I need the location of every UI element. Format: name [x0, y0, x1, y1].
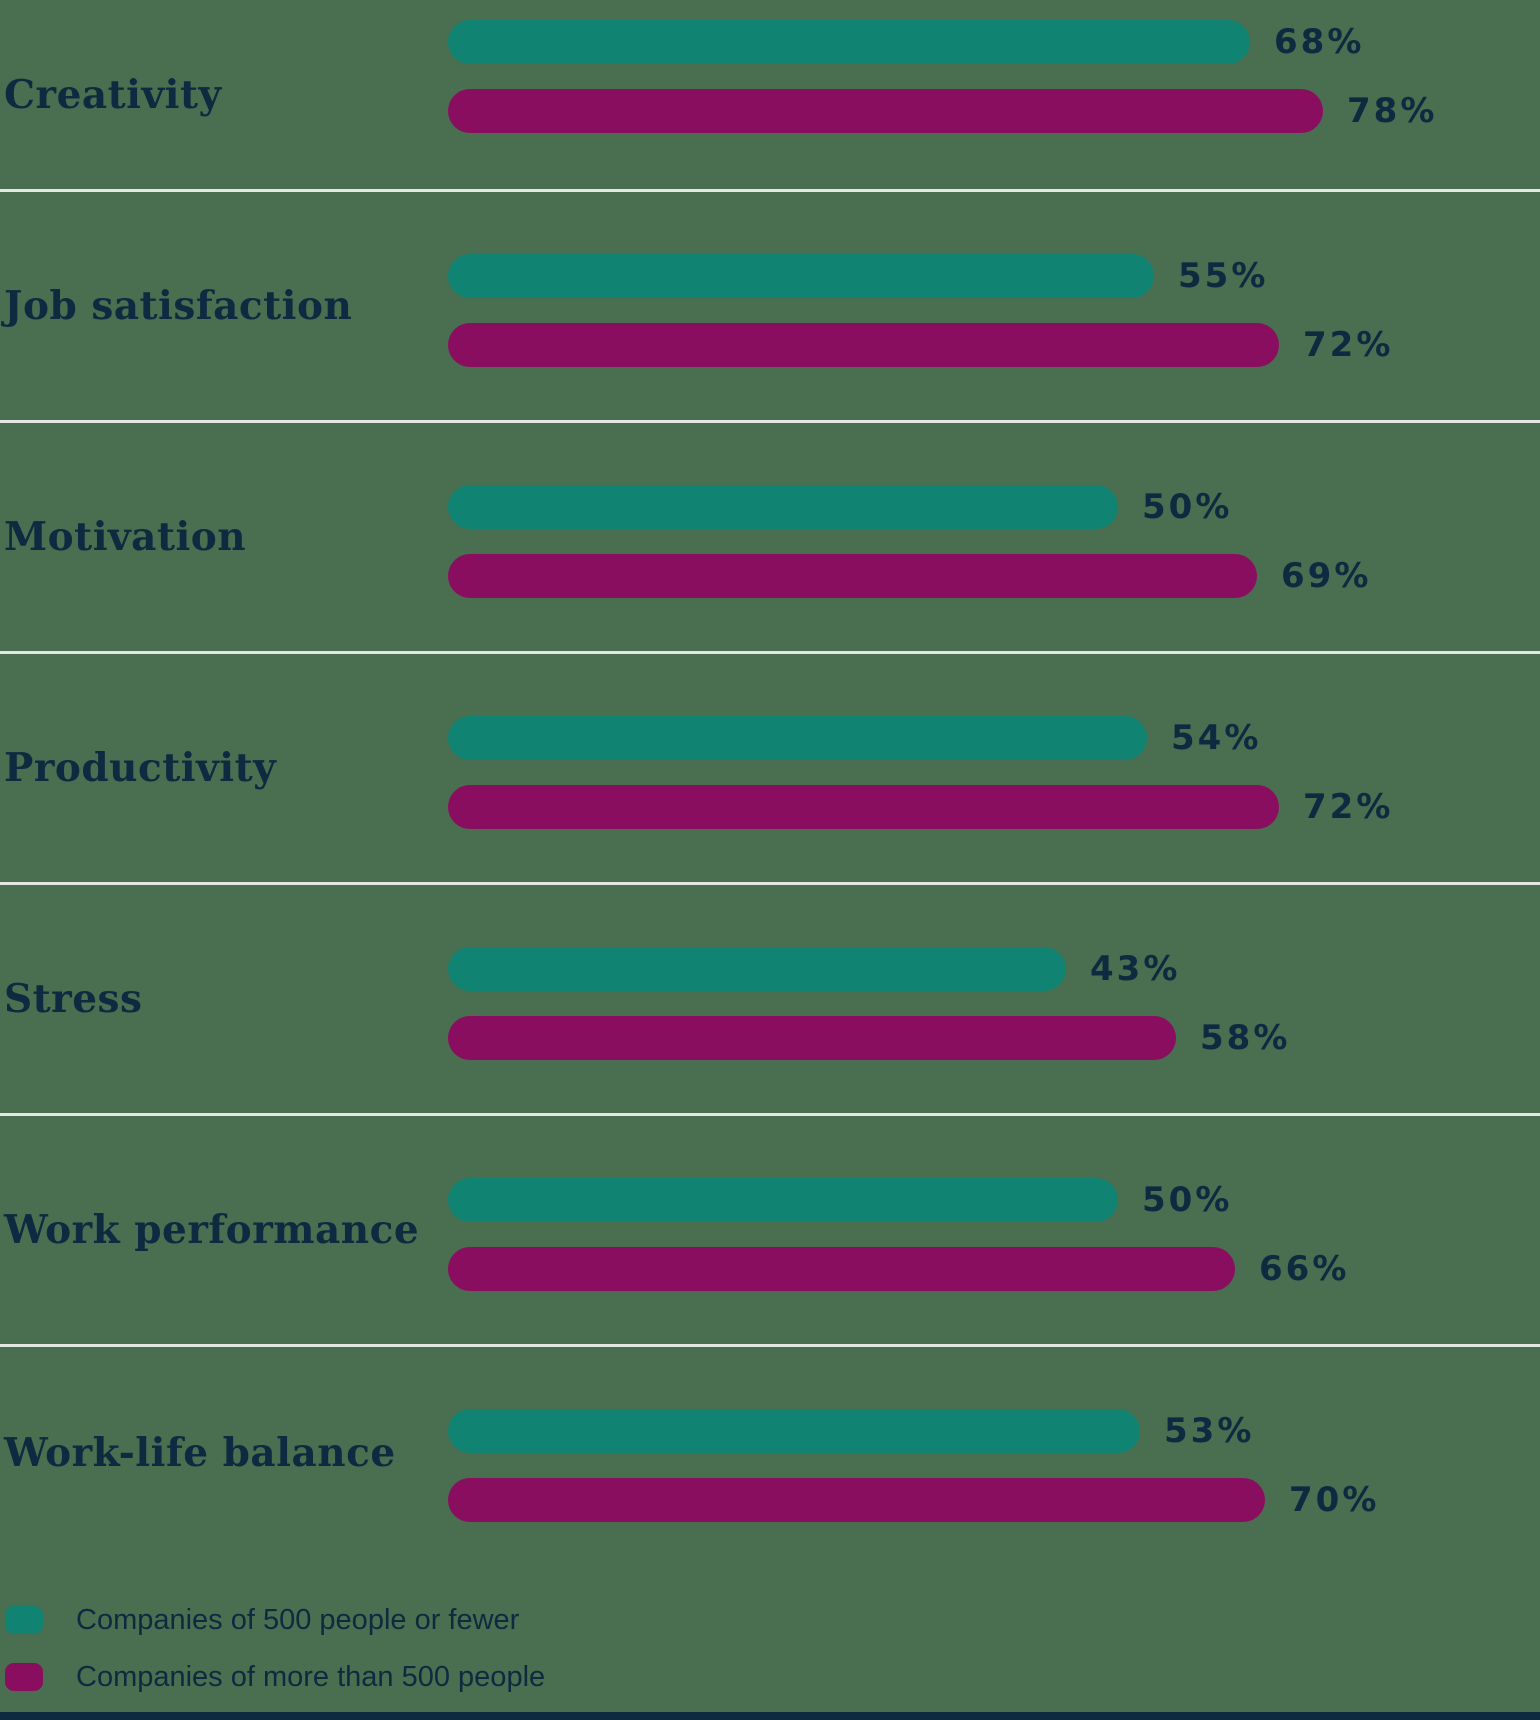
bar-line-small-companies: 50%: [448, 485, 1371, 529]
bar-large-companies: [448, 323, 1279, 367]
category-label: Work-life balance: [4, 1430, 396, 1476]
bar-line-large-companies: 72%: [448, 323, 1393, 367]
bar-small-companies: [448, 1178, 1118, 1222]
bar-line-large-companies: 66%: [448, 1247, 1349, 1291]
bar-small-companies: [448, 947, 1066, 991]
bottom-accent-bar: [0, 1712, 1540, 1720]
legend-swatch: [5, 1663, 43, 1691]
bar-line-large-companies: 69%: [448, 554, 1371, 598]
bar-group: 55% 72%: [448, 254, 1393, 367]
category-label: Productivity: [4, 745, 277, 791]
bar-line-small-companies: 53%: [448, 1409, 1379, 1453]
value-label-large-companies: 69%: [1281, 556, 1372, 596]
bar-group: 68% 78%: [448, 20, 1437, 133]
bar-large-companies: [448, 89, 1323, 133]
value-label-small-companies: 50%: [1142, 487, 1233, 527]
bar-line-small-companies: 54%: [448, 716, 1393, 760]
value-label-small-companies: 68%: [1274, 22, 1365, 62]
bar-small-companies: [448, 20, 1250, 64]
bar-small-companies: [448, 485, 1118, 529]
value-label-small-companies: 53%: [1164, 1411, 1255, 1451]
bar-group: 50% 69%: [448, 485, 1371, 598]
bar-large-companies: [448, 1478, 1265, 1522]
bar-large-companies: [448, 785, 1279, 829]
chart-row: Motivation 50% 69%: [0, 423, 1540, 654]
value-label-small-companies: 54%: [1171, 718, 1262, 758]
value-label-small-companies: 50%: [1142, 1180, 1233, 1220]
bar-large-companies: [448, 1016, 1176, 1060]
bar-line-small-companies: 43%: [448, 947, 1290, 991]
chart-row: Work-life balance 53% 70%: [0, 1347, 1540, 1559]
bar-line-small-companies: 68%: [448, 20, 1437, 64]
bar-line-large-companies: 58%: [448, 1016, 1290, 1060]
bar-line-large-companies: 78%: [448, 89, 1437, 133]
chart-row: Stress 43% 58%: [0, 885, 1540, 1116]
bar-group: 54% 72%: [448, 716, 1393, 829]
bar-large-companies: [448, 554, 1257, 598]
bar-small-companies: [448, 254, 1154, 298]
legend: Companies of 500 people or fewer Compani…: [5, 1603, 1540, 1693]
value-label-small-companies: 43%: [1090, 949, 1181, 989]
legend-swatch: [5, 1606, 43, 1634]
chart-row: Productivity 54% 72%: [0, 654, 1540, 885]
value-label-large-companies: 70%: [1289, 1480, 1380, 1520]
bar-line-large-companies: 72%: [448, 785, 1393, 829]
chart-row: Creativity 68% 78%: [0, 0, 1540, 192]
value-label-large-companies: 78%: [1347, 91, 1438, 131]
category-label: Creativity: [4, 71, 222, 118]
legend-label: Companies of 500 people or fewer: [76, 1603, 520, 1636]
bar-line-small-companies: 50%: [448, 1178, 1349, 1222]
legend-label: Companies of more than 500 people: [76, 1660, 546, 1693]
bar-group: 53% 70%: [448, 1409, 1379, 1522]
value-label-small-companies: 55%: [1178, 256, 1269, 296]
category-label: Work performance: [4, 1207, 420, 1253]
bar-line-small-companies: 55%: [448, 254, 1393, 298]
bar-line-large-companies: 70%: [448, 1478, 1379, 1522]
chart-row: Work performance 50% 66%: [0, 1116, 1540, 1347]
chart-row: Job satisfaction 55% 72%: [0, 192, 1540, 423]
bar-large-companies: [448, 1247, 1235, 1291]
legend-item: Companies of 500 people or fewer: [5, 1603, 1540, 1636]
category-label: Job satisfaction: [4, 283, 353, 329]
value-label-large-companies: 72%: [1303, 325, 1394, 365]
value-label-large-companies: 66%: [1259, 1249, 1350, 1289]
bar-small-companies: [448, 1409, 1140, 1453]
category-label: Stress: [4, 976, 143, 1022]
value-label-large-companies: 72%: [1303, 787, 1394, 827]
grouped-bar-chart: Creativity 68% 78% Job satisfaction 55% …: [0, 0, 1540, 1559]
bar-group: 43% 58%: [448, 947, 1290, 1060]
value-label-large-companies: 58%: [1200, 1018, 1291, 1058]
legend-item: Companies of more than 500 people: [5, 1660, 1540, 1693]
bar-small-companies: [448, 716, 1147, 760]
bar-group: 50% 66%: [448, 1178, 1349, 1291]
category-label: Motivation: [4, 514, 247, 560]
